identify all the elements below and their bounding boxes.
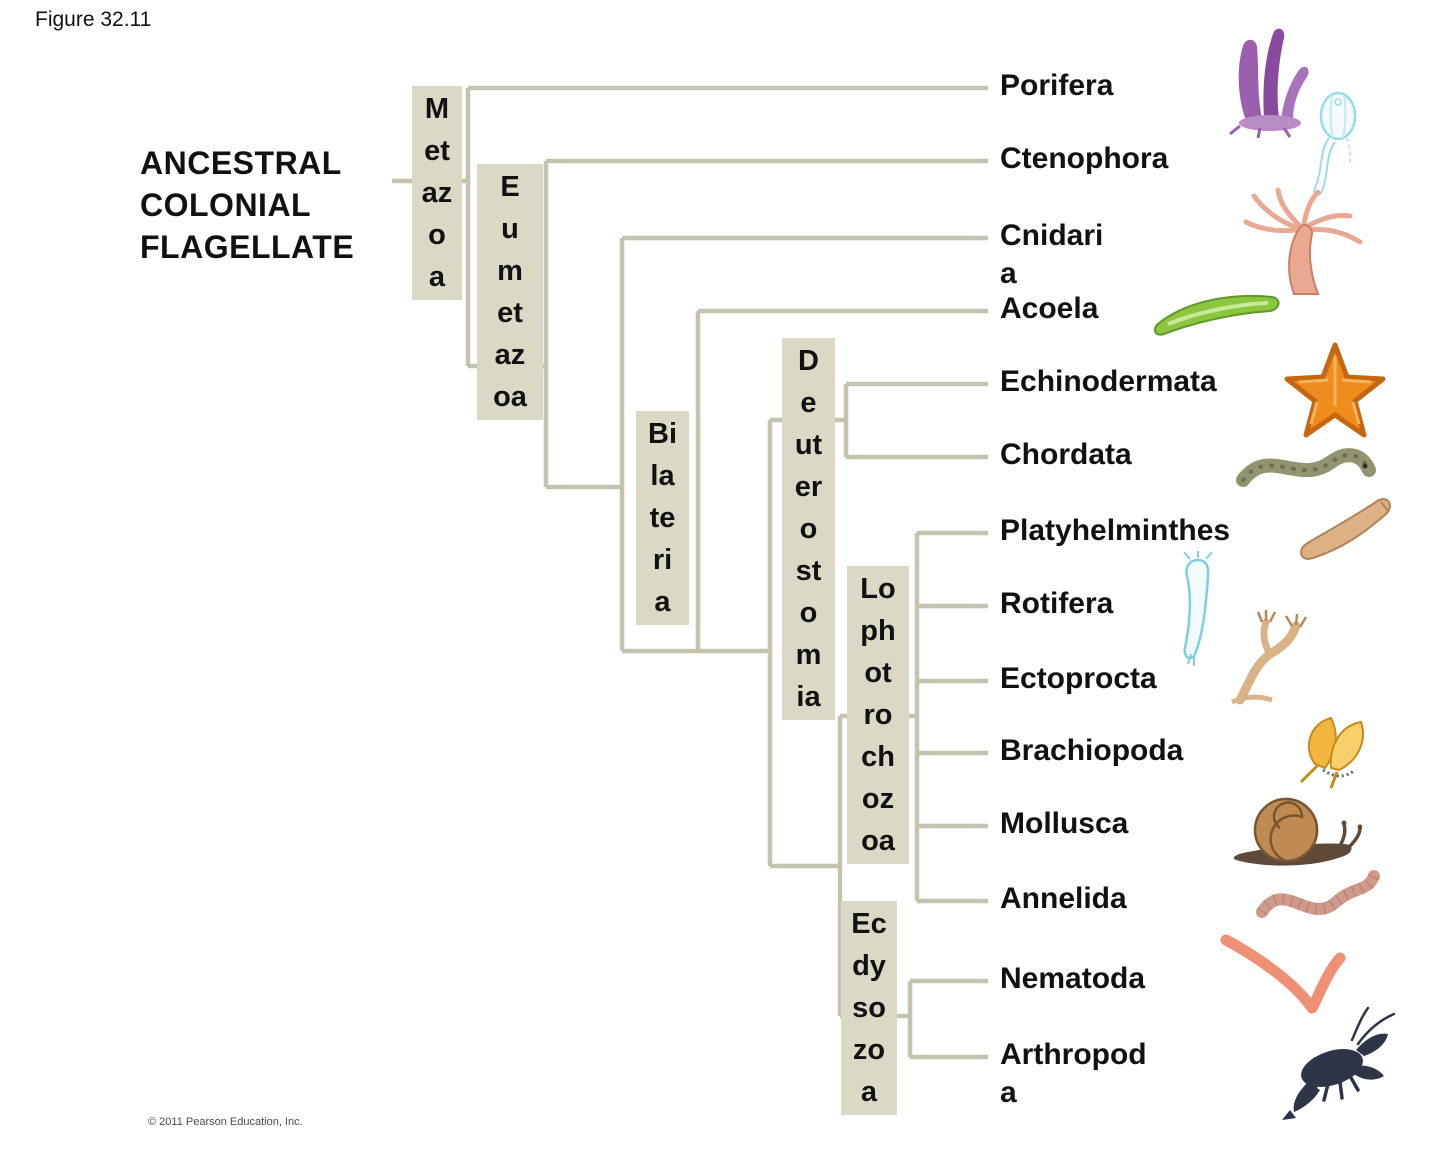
lobster-icon [1282,1006,1396,1120]
sea-star-icon [1284,342,1386,438]
clade-label-metazoa: Metazoa [412,86,462,300]
hydra-icon [1243,187,1363,295]
taxon-label-arthropoda: Arthropoda [1000,1038,1147,1109]
ancestor-line-2: COLONIAL [140,187,312,223]
clade-label-deuterostomia: Deuterostomia [782,338,835,720]
taxon-label-acoela: Acoela [1000,292,1099,325]
taxon-label-porifera: Porifera [1000,69,1114,102]
taxon-label-mollusca: Mollusca [1000,807,1129,840]
snail-icon [1233,797,1362,866]
taxon-label-platyhelminthes: Platyhelminthes [1000,514,1231,547]
taxon-label-annelida: Annelida [1000,882,1127,915]
segmented-worm-icon [1256,870,1380,918]
taxon-label-cnidaria: Cnidaria [1000,219,1104,290]
roundworm-icon [1220,934,1346,1014]
taxon-label-ectoprocta: Ectoprocta [1000,662,1157,695]
taxon-label-ctenophora: Ctenophora [1000,142,1169,175]
taxon-label-brachiopoda: Brachiopoda [1000,734,1184,767]
rotifer-icon [1183,551,1213,666]
clade-label-ecdysozoa: Ecdysozoa [841,901,897,1115]
clade-label-lophotrochozoa: Lophotrochozoa [847,566,909,864]
bryozoan-icon [1231,610,1308,705]
ancestor-line-3: FLAGELLATE [140,229,355,265]
clade-label-eumetazoa: Eumetazoa [477,164,543,420]
acoel-flatworm-icon [1153,294,1280,336]
taxon-label-chordata: Chordata [1000,438,1132,471]
flatworm-icon [1300,498,1391,560]
taxon-label-nematoda: Nematoda [1000,962,1146,995]
clade-label-bilateria: Bilateria [636,411,689,625]
lamp-shell-icon [1299,716,1364,789]
ancestral-flagellate-label: ANCESTRAL COLONIAL FLAGELLATE [140,142,354,268]
copyright-notice: © 2011 Pearson Education, Inc. [148,1116,303,1128]
taxon-label-echinodermata: Echinodermata [1000,365,1217,398]
taxon-label-rotifera: Rotifera [1000,587,1114,620]
hagfish-icon [1236,448,1376,487]
figure-title: Figure 32.11 [35,8,152,31]
comb-jelly-icon [1313,91,1357,196]
sponge-icon [1229,28,1309,139]
ancestor-line-1: ANCESTRAL [140,145,342,181]
